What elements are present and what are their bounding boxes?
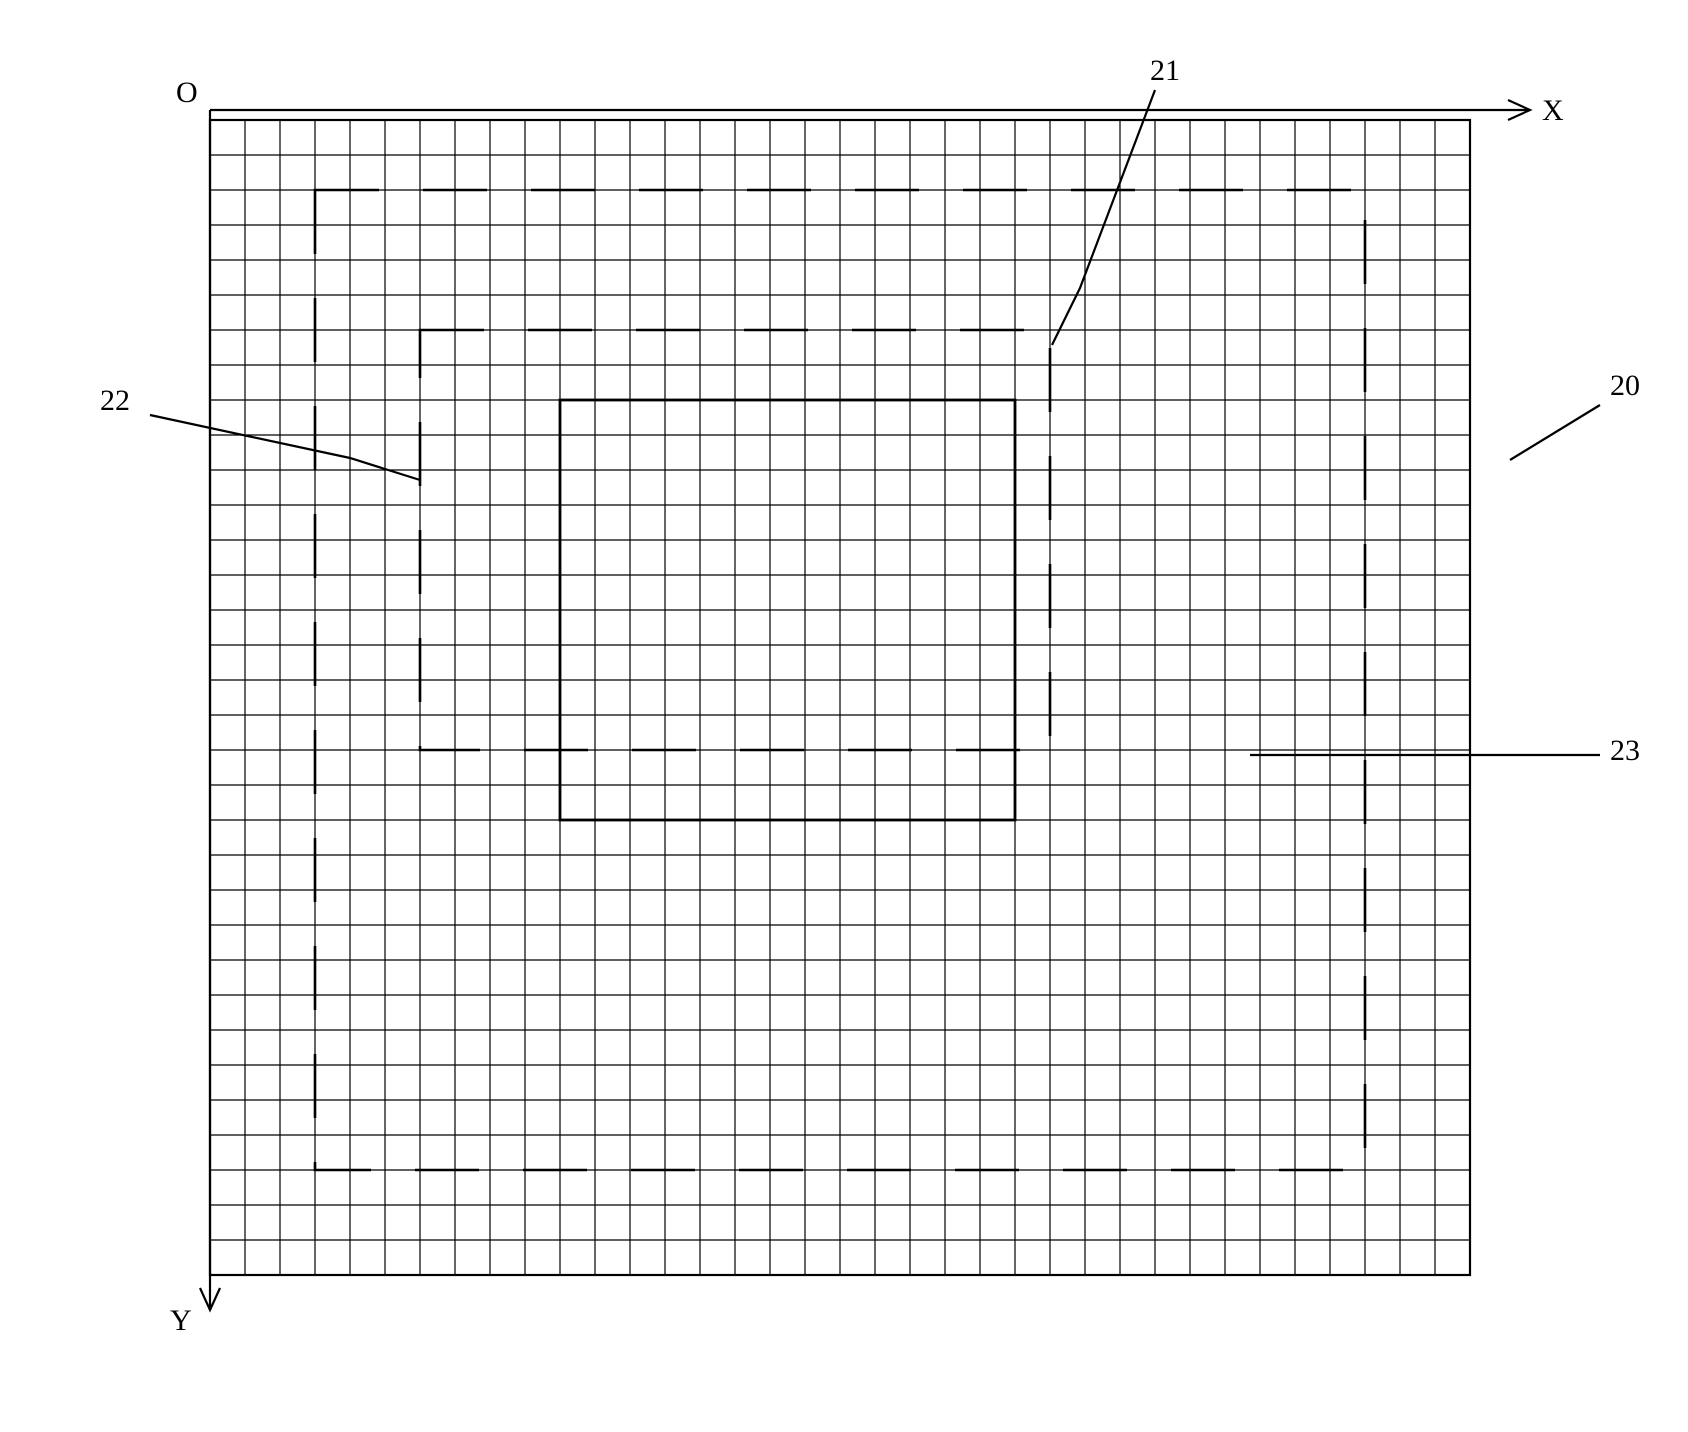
x-axis-label: X <box>1542 94 1564 127</box>
callout-23-label: 23 <box>1610 734 1640 767</box>
callout-21-label: 21 <box>1150 54 1180 87</box>
diagram-svg: O X Y 20 21 22 23 <box>40 40 1688 1392</box>
y-axis-label: Y <box>170 1304 192 1337</box>
grid <box>210 120 1470 1275</box>
callout-21-line <box>1052 90 1155 345</box>
diagram-container: O X Y 20 21 22 23 <box>40 40 1648 1392</box>
callout-20-line <box>1510 405 1600 460</box>
callout-22-label: 22 <box>100 384 130 417</box>
origin-label: O <box>176 76 198 109</box>
callout-20-label: 20 <box>1610 369 1640 402</box>
